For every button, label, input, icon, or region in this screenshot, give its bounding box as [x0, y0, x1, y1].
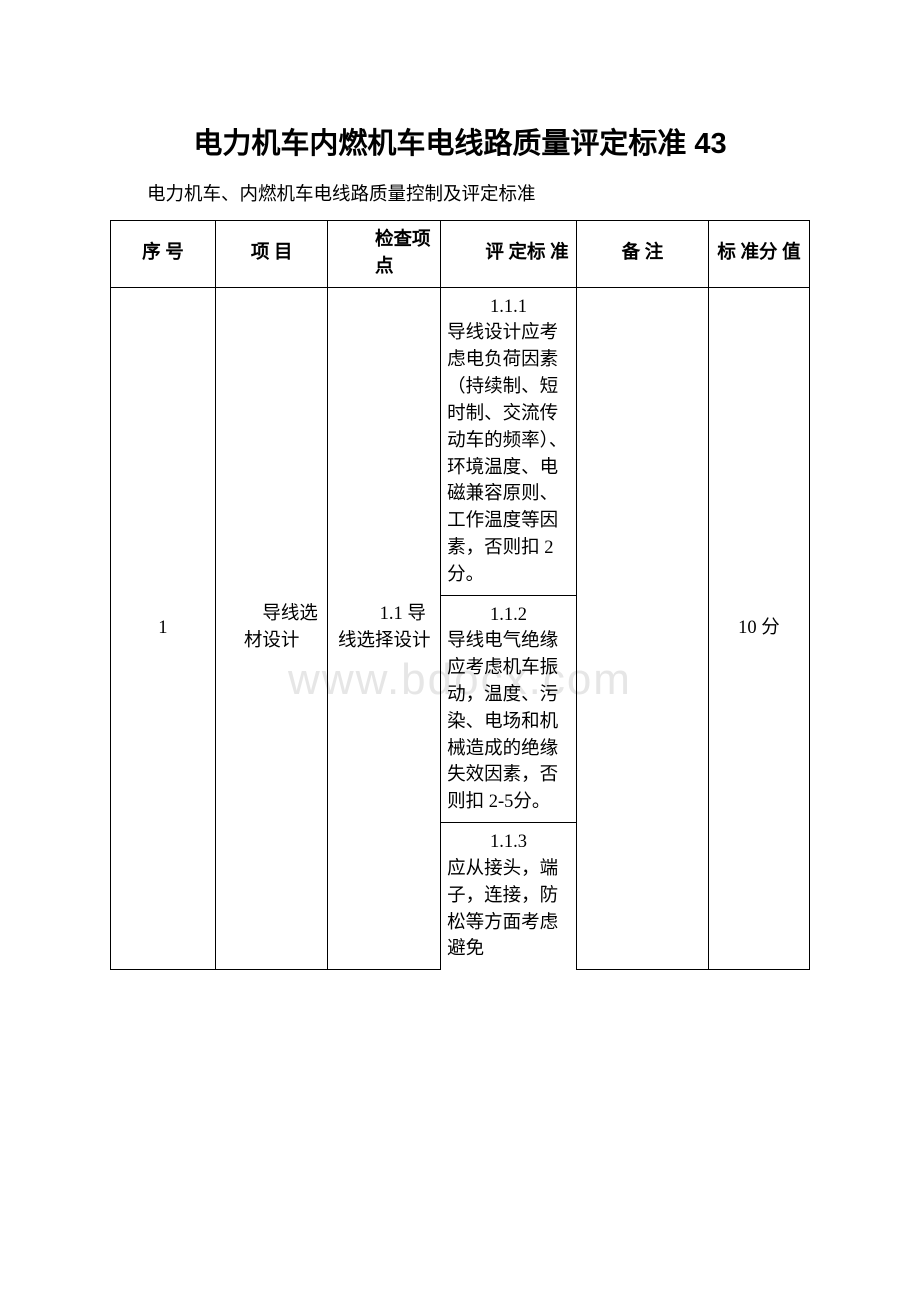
- cell-score: 10 分: [709, 287, 810, 969]
- cell-note: [576, 287, 708, 969]
- header-item: 项 目: [215, 221, 328, 288]
- cell-seq: 1: [111, 287, 216, 969]
- table-row: 1 导线选材设计 1.1 导线选择设计 1.1.1 导线设计应考虑电负荷因素（持…: [111, 287, 810, 595]
- document-title: 电力机车内燃机车电线路质量评定标准 43: [110, 120, 810, 162]
- header-check: 检查项点: [328, 221, 441, 288]
- cell-item: 导线选材设计: [215, 287, 328, 969]
- cell-std-3: 1.1.3 应从接头，端子，连接，防松等方面考虑避免: [441, 823, 577, 970]
- cell-std-2: 1.1.2 导线电气绝缘应考虑机车振动，温度、污染、电场和机械造成的绝缘失效因素…: [441, 595, 577, 823]
- header-note: 备 注: [576, 221, 708, 288]
- table-header-row: 序 号 项 目 检查项点 评 定标 准 备 注 标 准分 值: [111, 221, 810, 288]
- header-seq: 序 号: [111, 221, 216, 288]
- cell-check: 1.1 导线选择设计: [328, 287, 441, 969]
- document-subtitle: 电力机车、内燃机车电线路质量控制及评定标准: [110, 180, 810, 206]
- cell-std-1: 1.1.1 导线设计应考虑电负荷因素（持续制、短时制、交流传动车的频率）、环境温…: [441, 287, 577, 595]
- header-score: 标 准分 值: [709, 221, 810, 288]
- header-std: 评 定标 准: [441, 221, 577, 288]
- standards-table: 序 号 项 目 检查项点 评 定标 准 备 注 标 准分 值 1 导线选材设计 …: [110, 220, 810, 970]
